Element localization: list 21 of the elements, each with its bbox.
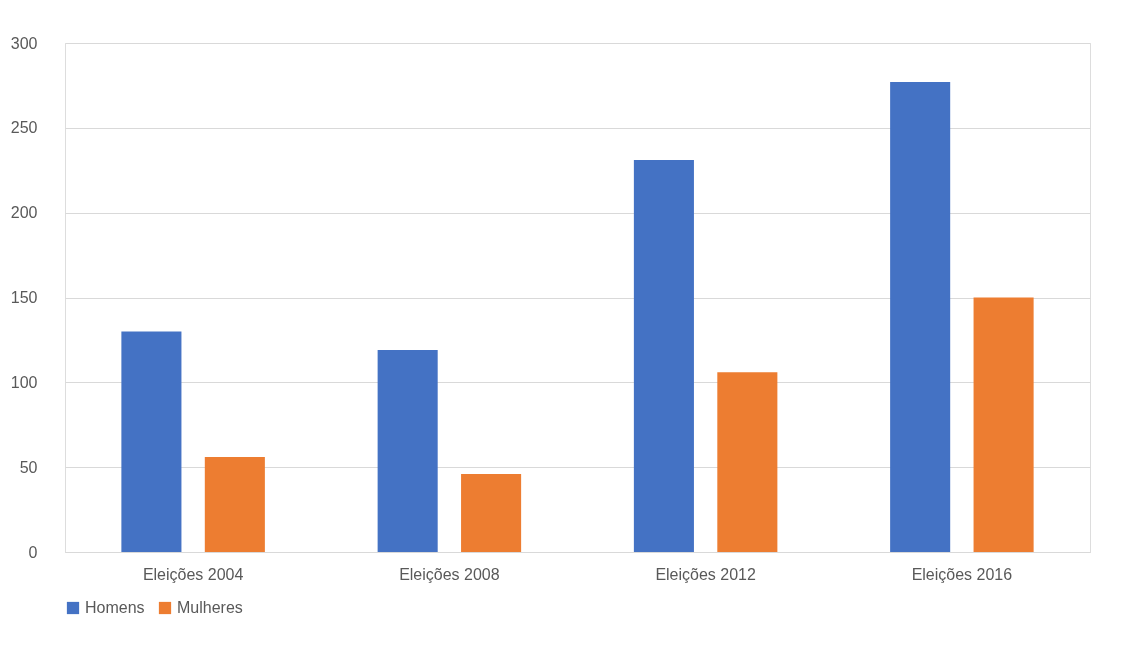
y-tick-label: 300 bbox=[10, 34, 38, 52]
y-tick-label: 100 bbox=[10, 373, 38, 391]
bar bbox=[717, 372, 778, 552]
bar bbox=[973, 297, 1034, 552]
bar bbox=[461, 473, 522, 552]
y-tick-label: 250 bbox=[10, 119, 38, 137]
bar bbox=[204, 456, 265, 552]
x-tick-label: Eleições 2008 bbox=[399, 565, 500, 583]
y-tick-label: 50 bbox=[19, 458, 38, 476]
x-tick-label: Eleições 2004 bbox=[142, 565, 244, 583]
x-tick-label: Eleições 2016 bbox=[911, 565, 1013, 583]
legend-label: Mulheres bbox=[177, 599, 243, 616]
legend-label: Homens bbox=[85, 599, 145, 616]
y-tick-label: 200 bbox=[10, 204, 38, 222]
bar bbox=[121, 331, 182, 552]
bar bbox=[890, 82, 951, 552]
y-tick-label: 0 bbox=[28, 543, 38, 561]
x-tick-label: Eleições 2012 bbox=[655, 565, 756, 583]
bar bbox=[377, 350, 438, 552]
bar bbox=[633, 160, 694, 552]
y-tick-label: 150 bbox=[10, 289, 38, 306]
